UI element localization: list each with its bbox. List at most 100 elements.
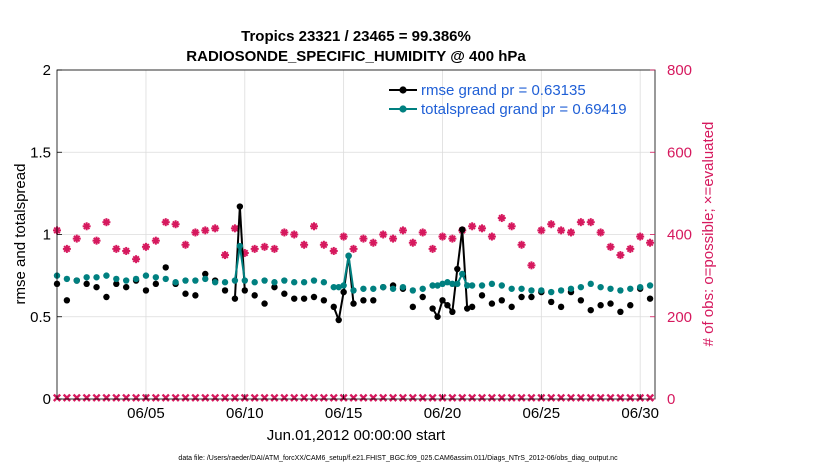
obs-evaluated-point <box>349 393 358 402</box>
obs-possible-point <box>636 232 645 241</box>
totalspread-point <box>251 279 258 286</box>
totalspread-point <box>370 285 377 292</box>
obs-evaluated-point <box>547 393 556 402</box>
asterisk-stroke <box>221 251 229 259</box>
obs-evaluated-point <box>557 393 566 402</box>
asterisk-stroke <box>577 218 585 226</box>
cross-stroke <box>72 393 81 402</box>
chart-title-line1: Tropics 23321 / 23465 = 99.386% <box>241 28 471 45</box>
obs-possible-point <box>359 234 368 243</box>
y-left-tick-label: 2 <box>43 62 51 79</box>
rmse-point <box>459 226 466 233</box>
cross-stroke <box>487 393 496 402</box>
asterisk-stroke <box>201 226 209 234</box>
obs-evaluated-point <box>122 393 131 402</box>
asterisk-stroke <box>369 239 377 247</box>
rmse-point <box>463 305 471 312</box>
cross-stroke <box>497 393 506 402</box>
obs-evaluated-point <box>398 393 407 402</box>
obs-evaluated-point <box>260 393 269 402</box>
cross-stroke <box>112 393 121 402</box>
asterisk-stroke <box>102 218 110 226</box>
asterisk-stroke <box>409 239 417 247</box>
rmse-point <box>419 293 426 301</box>
asterisk-stroke <box>646 239 654 247</box>
totalspread-point <box>557 287 565 294</box>
rmse-point <box>627 302 634 309</box>
asterisk-stroke <box>429 245 437 253</box>
cross-stroke <box>626 393 635 402</box>
obs-evaluated-point <box>270 393 279 402</box>
rmse-point <box>83 280 90 288</box>
obs-evaluated-point <box>211 393 220 402</box>
asterisk-stroke <box>389 235 397 243</box>
rmse-point <box>468 303 476 311</box>
obs-evaluated-point <box>408 393 417 402</box>
obs-possible-point <box>132 255 141 264</box>
obs-possible-point <box>260 242 269 251</box>
cross-stroke <box>527 393 536 402</box>
obs-possible-point <box>606 242 615 251</box>
x-tick-label: 06/30 <box>621 405 659 422</box>
cross-stroke <box>379 393 388 402</box>
cross-stroke <box>398 393 407 402</box>
x-tick-label: 06/10 <box>226 405 264 422</box>
obs-evaluated-point <box>280 393 289 402</box>
obs-evaluated-point <box>250 393 259 402</box>
rmse-point <box>488 300 496 307</box>
totalspread-point <box>122 277 130 284</box>
y-right-tick-label: 200 <box>667 309 692 326</box>
totalspread-point <box>419 285 426 292</box>
cross-stroke <box>309 393 319 402</box>
asterisk-stroke <box>547 220 555 228</box>
x-tick-label: 06/15 <box>325 405 363 422</box>
totalspread-point <box>548 288 555 296</box>
rmse-point <box>202 270 209 278</box>
rmse-point <box>409 303 417 311</box>
asterisk-stroke <box>63 245 71 253</box>
obs-possible-point <box>537 226 546 235</box>
totalspread-point <box>468 282 476 289</box>
cross-stroke <box>171 393 180 402</box>
totalspread-point <box>617 287 624 294</box>
asterisk-stroke <box>567 228 575 236</box>
obs-possible-point <box>379 230 388 239</box>
obs-possible-point <box>290 230 299 239</box>
x-axis: 06/05 06/10 06/15 06/20 06/25 06/30 <box>127 394 659 422</box>
rmse-point <box>300 295 308 302</box>
cross-stroke <box>132 393 141 402</box>
totalspread-point <box>241 277 249 284</box>
obs-evaluated-point <box>517 393 526 402</box>
asterisk-stroke <box>340 233 348 241</box>
cross-stroke <box>547 393 556 402</box>
obs-evaluated-point <box>151 393 160 402</box>
asterisk-stroke <box>597 228 605 236</box>
x-tick-label: 06/05 <box>127 405 165 422</box>
cross-stroke <box>596 393 605 402</box>
totalspread-point <box>454 280 461 288</box>
cross-stroke <box>418 393 427 402</box>
rmse-point <box>291 295 298 302</box>
totalspread-point <box>345 252 352 260</box>
asterisk-stroke <box>93 237 101 245</box>
cross-stroke <box>606 393 615 402</box>
rmse-point <box>444 302 451 309</box>
obs-possible-point <box>389 234 398 243</box>
cross-stroke <box>329 393 338 402</box>
asterisk-stroke <box>132 255 140 263</box>
cross-stroke <box>151 393 160 402</box>
rmse-point <box>93 283 100 291</box>
cross-stroke <box>211 393 220 402</box>
cross-stroke <box>576 393 585 402</box>
obs-evaluated-point <box>62 393 71 402</box>
totalspread-point <box>63 275 71 283</box>
totalspread-point <box>162 275 169 283</box>
grid <box>57 69 655 400</box>
totalspread-point <box>459 270 466 278</box>
obs-possible-point <box>151 236 160 245</box>
asterisk-stroke <box>498 214 506 222</box>
asterisk-stroke <box>626 245 634 253</box>
cross-stroke <box>290 393 299 402</box>
asterisk-stroke <box>399 226 407 234</box>
